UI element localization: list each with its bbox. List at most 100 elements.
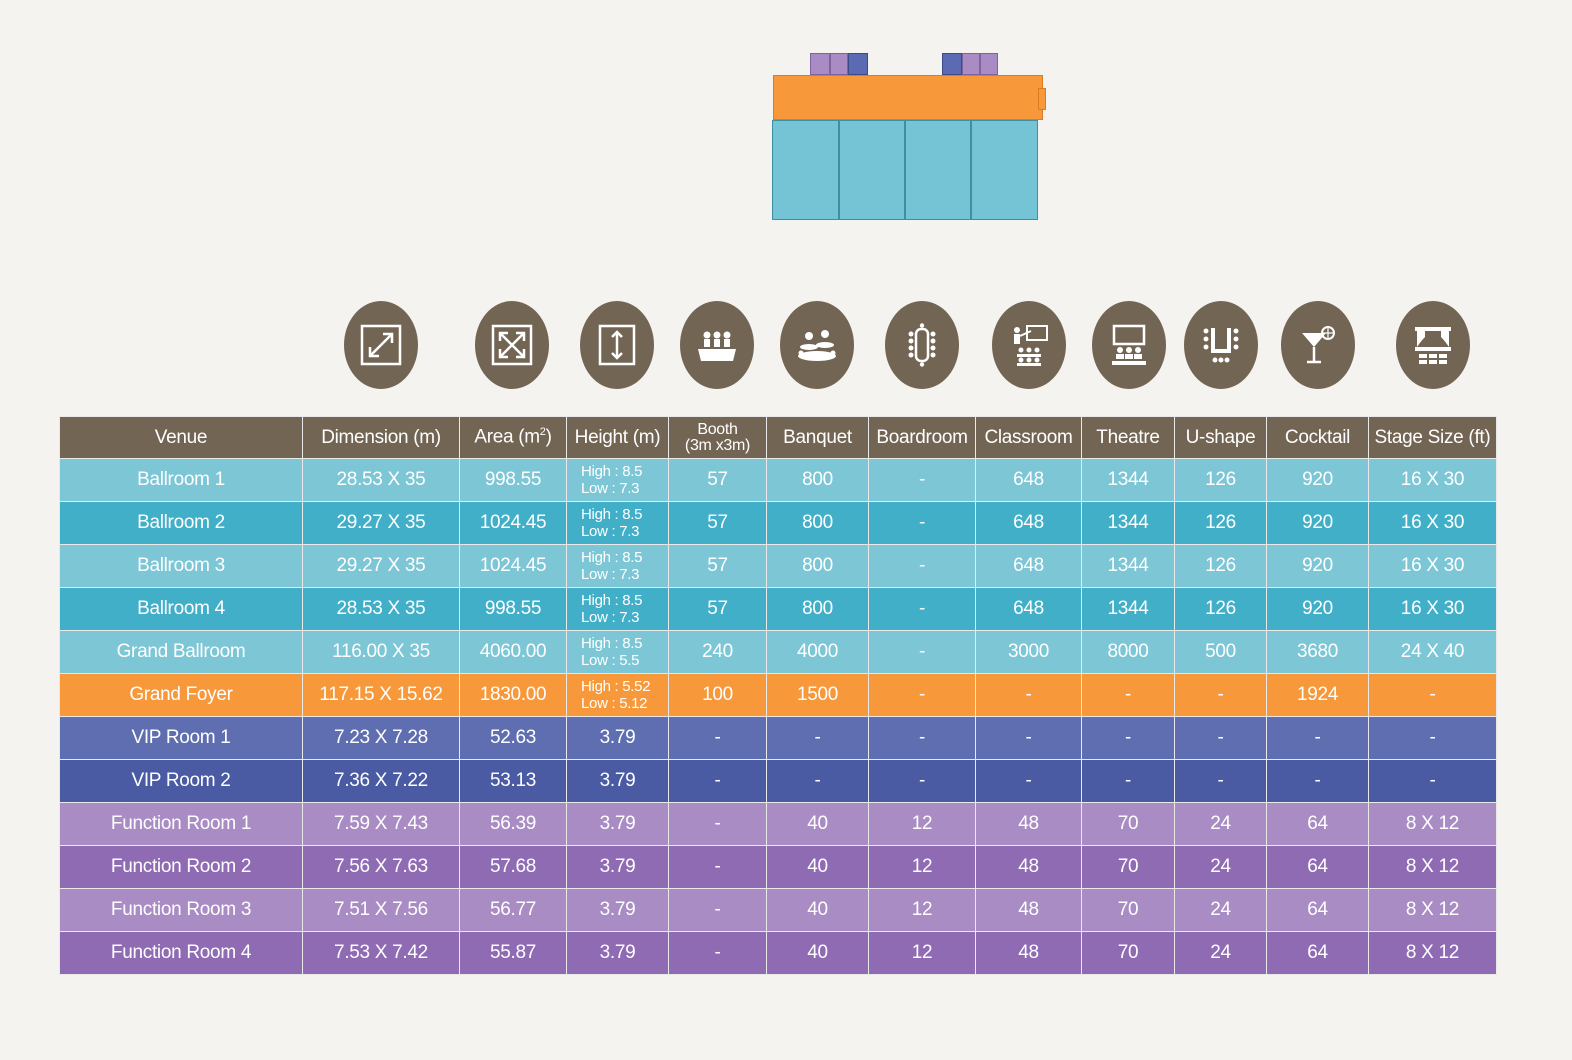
cell-cocktail: 3680 bbox=[1266, 630, 1369, 674]
cell-stage: 8 X 12 bbox=[1368, 802, 1497, 846]
cell-venue: Function Room 3 bbox=[59, 888, 303, 932]
cell-banquet: 800 bbox=[766, 587, 869, 631]
height-icon bbox=[580, 301, 654, 389]
cell-booth: - bbox=[668, 716, 767, 760]
cell-stage: - bbox=[1368, 716, 1497, 760]
cell-classroom: 648 bbox=[975, 587, 1082, 631]
cell-theatre: 1344 bbox=[1081, 544, 1175, 588]
cell-boardroom: - bbox=[868, 458, 976, 502]
cell-banquet: 800 bbox=[766, 501, 869, 545]
cell-stage: 16 X 30 bbox=[1368, 501, 1497, 545]
table-row-ballroom-4: Ballroom 4 28.53 X 35 998.55 High : 8.5 L… bbox=[59, 587, 1497, 631]
cell-theatre: 8000 bbox=[1081, 630, 1175, 674]
cell-booth: 100 bbox=[668, 673, 767, 717]
cell-venue: VIP Room 2 bbox=[59, 759, 303, 803]
table-header-row: Venue Dimension (m) Area (m2) Height (m)… bbox=[59, 416, 1497, 459]
cell-ushape: 126 bbox=[1174, 544, 1267, 588]
table-row-ballroom-3: Ballroom 3 29.27 X 35 1024.45 High : 8.5… bbox=[59, 544, 1497, 588]
cell-theatre: - bbox=[1081, 716, 1175, 760]
floor-plan-function-room-1 bbox=[810, 53, 830, 75]
area-icon bbox=[475, 301, 549, 389]
cell-classroom: 648 bbox=[975, 458, 1082, 502]
cell-classroom: 648 bbox=[975, 544, 1082, 588]
cell-stage: 16 X 30 bbox=[1368, 458, 1497, 502]
header-theatre: Theatre bbox=[1081, 416, 1175, 459]
cell-stage: 16 X 30 bbox=[1368, 544, 1497, 588]
cell-dimension: 116.00 X 35 bbox=[302, 630, 460, 674]
cell-dimension: 7.59 X 7.43 bbox=[302, 802, 460, 846]
cell-area: 998.55 bbox=[459, 458, 567, 502]
cell-banquet: 40 bbox=[766, 845, 869, 889]
cell-classroom: 48 bbox=[975, 888, 1082, 932]
cell-stage: 8 X 12 bbox=[1368, 845, 1497, 889]
cell-height-low: Low : 5.5 bbox=[581, 652, 640, 669]
cell-theatre: - bbox=[1081, 759, 1175, 803]
cell-boardroom: 12 bbox=[868, 802, 976, 846]
header-booth-line1: Booth bbox=[697, 420, 738, 438]
cell-venue: Function Room 1 bbox=[59, 802, 303, 846]
cell-stage: - bbox=[1368, 673, 1497, 717]
cell-area: 55.87 bbox=[459, 931, 567, 975]
cell-height: 3.79 bbox=[566, 931, 669, 975]
header-area-label: Area (m bbox=[474, 426, 540, 448]
cell-boardroom: - bbox=[868, 501, 976, 545]
cell-stage: 24 X 40 bbox=[1368, 630, 1497, 674]
header-boardroom: Boardroom bbox=[868, 416, 976, 459]
cell-booth: - bbox=[668, 759, 767, 803]
cell-banquet: - bbox=[766, 716, 869, 760]
cell-booth: - bbox=[668, 802, 767, 846]
cell-cocktail: 64 bbox=[1266, 888, 1369, 932]
cell-boardroom: 12 bbox=[868, 845, 976, 889]
cell-dimension: 29.27 X 35 bbox=[302, 544, 460, 588]
header-area: Area (m2) bbox=[459, 416, 567, 459]
cell-area: 52.63 bbox=[459, 716, 567, 760]
cell-cocktail: 64 bbox=[1266, 802, 1369, 846]
cell-area: 53.13 bbox=[459, 759, 567, 803]
banquet-icon bbox=[780, 301, 854, 389]
dimension-icon bbox=[344, 301, 418, 389]
table-row-function-room-4: Function Room 4 7.53 X 7.42 55.87 3.79 -… bbox=[59, 931, 1497, 975]
cell-boardroom: - bbox=[868, 544, 976, 588]
venue-capacity-table: Venue Dimension (m) Area (m2) Height (m)… bbox=[59, 416, 1497, 975]
cell-banquet: 40 bbox=[766, 931, 869, 975]
cell-venue: Ballroom 3 bbox=[59, 544, 303, 588]
u-shape-icon bbox=[1184, 301, 1258, 389]
cell-stage: 8 X 12 bbox=[1368, 931, 1497, 975]
cell-ushape: - bbox=[1174, 673, 1267, 717]
classroom-icon bbox=[992, 301, 1066, 389]
cell-height-low: Low : 7.3 bbox=[581, 523, 640, 540]
floor-plan-function-room-4 bbox=[980, 53, 998, 75]
cell-dimension: 7.36 X 7.22 bbox=[302, 759, 460, 803]
cell-area: 57.68 bbox=[459, 845, 567, 889]
header-dimension: Dimension (m) bbox=[302, 416, 460, 459]
floor-plan-foyer-entrance bbox=[1038, 88, 1046, 110]
cell-theatre: 1344 bbox=[1081, 587, 1175, 631]
cell-venue: Ballroom 2 bbox=[59, 501, 303, 545]
setup-icons-row bbox=[0, 301, 1572, 391]
floor-plan-ballroom-4 bbox=[971, 120, 1038, 220]
cell-boardroom: 12 bbox=[868, 888, 976, 932]
cell-classroom: 48 bbox=[975, 802, 1082, 846]
table-row-vip-room-1: VIP Room 1 7.23 X 7.28 52.63 3.79 - - - … bbox=[59, 716, 1497, 760]
header-height: Height (m) bbox=[566, 416, 669, 459]
cell-height: 3.79 bbox=[566, 759, 669, 803]
cell-boardroom: - bbox=[868, 673, 976, 717]
floor-plan-vip-room-2 bbox=[942, 53, 962, 75]
stage-icon bbox=[1396, 301, 1470, 389]
cell-booth: 57 bbox=[668, 587, 767, 631]
cell-theatre: 70 bbox=[1081, 888, 1175, 932]
cell-booth: 240 bbox=[668, 630, 767, 674]
cell-height: High : 8.5 Low : 7.3 bbox=[566, 501, 669, 545]
cell-banquet: - bbox=[766, 759, 869, 803]
cell-boardroom: - bbox=[868, 716, 976, 760]
cell-classroom: 48 bbox=[975, 931, 1082, 975]
floor-plan-function-room-3 bbox=[962, 53, 980, 75]
cell-venue: Ballroom 4 bbox=[59, 587, 303, 631]
header-cocktail: Cocktail bbox=[1266, 416, 1369, 459]
header-area-close: ) bbox=[545, 426, 552, 448]
table-row-function-room-3: Function Room 3 7.51 X 7.56 56.77 3.79 -… bbox=[59, 888, 1497, 932]
cell-height-high: High : 8.5 bbox=[581, 463, 643, 480]
cell-booth: 57 bbox=[668, 458, 767, 502]
cell-banquet: 40 bbox=[766, 802, 869, 846]
cell-area: 56.77 bbox=[459, 888, 567, 932]
